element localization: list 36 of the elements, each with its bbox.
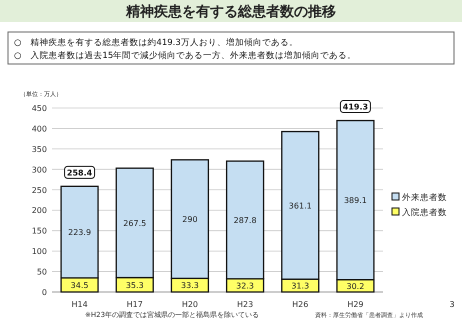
total-label: 419.3: [342, 102, 368, 112]
y-tick-label: 450: [32, 104, 47, 113]
y-tick-label: 300: [32, 165, 47, 174]
data-label: 290: [182, 215, 198, 224]
y-tick-label: 400: [32, 124, 47, 134]
data-label: 223.9: [68, 228, 92, 238]
chart-title: 精神疾患を有する総患者数の推移: [125, 3, 336, 20]
x-tick-label: H14: [71, 300, 88, 309]
x-tick-label: H26: [292, 300, 308, 309]
x-tick-label: H17: [126, 300, 143, 309]
y-tick-label: 150: [32, 226, 47, 236]
y-tick-label: 0: [42, 288, 47, 297]
text: 3: [449, 300, 455, 309]
y-tick-label: 200: [32, 206, 47, 216]
y-tick-label: 350: [32, 144, 47, 154]
legend-label: 入院患者数: [402, 207, 447, 218]
legend-label: 外来患者数: [402, 192, 447, 203]
text: ○ 精神疾患を有する総患者数は約419.3万人おり、増加傾向である。: [14, 37, 298, 48]
data-label: 35.3: [126, 280, 144, 290]
y-tick-label: 100: [32, 247, 47, 256]
data-label: 389.1: [344, 196, 367, 206]
x-tick-label: H20: [182, 300, 198, 309]
data-label: 361.1: [288, 201, 312, 210]
data-label: 267.5: [123, 218, 146, 228]
text: ○ 入院患者数は過去15年間で減少傾向である一方、外来患者数は増加傾向である。: [14, 50, 356, 61]
x-tick-label: H29: [347, 300, 364, 309]
y-tick-label: 50: [36, 268, 47, 277]
data-label: 287.8: [234, 216, 257, 225]
x-tick-label: H23: [236, 300, 254, 309]
y-tick-label: 250: [32, 186, 47, 195]
data-label: 31.3: [291, 282, 310, 291]
data-label: 34.5: [70, 280, 88, 290]
data-label: 32.3: [236, 281, 254, 290]
data-label: 33.3: [181, 281, 199, 290]
total-label: 258.4: [66, 168, 93, 178]
data-label: 30.2: [346, 282, 364, 291]
